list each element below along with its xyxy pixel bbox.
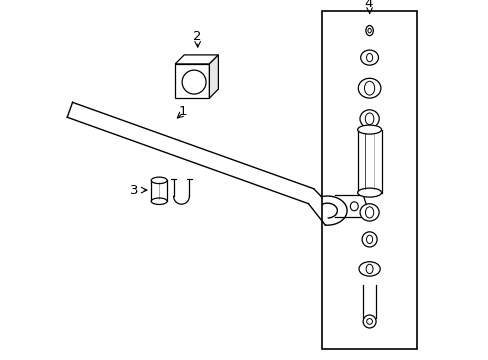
Polygon shape <box>175 55 218 64</box>
Ellipse shape <box>358 262 380 276</box>
Ellipse shape <box>366 235 372 244</box>
Bar <box>175 64 209 98</box>
Ellipse shape <box>358 78 380 98</box>
Text: 2: 2 <box>193 30 202 42</box>
Ellipse shape <box>361 232 376 247</box>
Ellipse shape <box>151 198 167 204</box>
Bar <box>321 11 416 349</box>
Ellipse shape <box>359 110 378 128</box>
Circle shape <box>366 319 372 324</box>
Ellipse shape <box>359 204 378 221</box>
Ellipse shape <box>357 188 381 197</box>
Ellipse shape <box>151 177 167 184</box>
Ellipse shape <box>365 207 373 218</box>
Ellipse shape <box>360 50 378 65</box>
Ellipse shape <box>182 70 205 94</box>
Polygon shape <box>67 102 313 204</box>
Ellipse shape <box>367 28 370 33</box>
Ellipse shape <box>365 26 372 36</box>
Text: 1: 1 <box>179 105 187 118</box>
Ellipse shape <box>366 53 372 62</box>
Ellipse shape <box>366 264 372 274</box>
Ellipse shape <box>364 81 374 95</box>
Text: 3: 3 <box>130 184 139 197</box>
Ellipse shape <box>365 113 373 125</box>
Circle shape <box>363 315 375 328</box>
Ellipse shape <box>357 125 381 134</box>
Ellipse shape <box>349 202 358 211</box>
Text: 4: 4 <box>364 0 372 10</box>
Polygon shape <box>209 55 218 98</box>
